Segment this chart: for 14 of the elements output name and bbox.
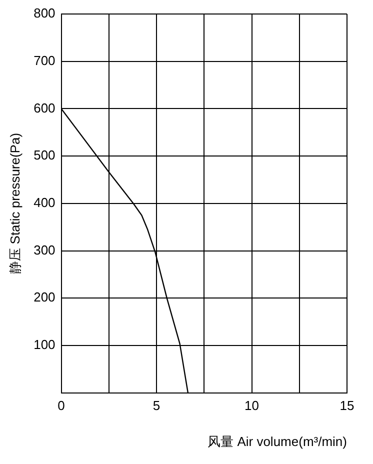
x-tick-label: 10 xyxy=(244,398,259,414)
x-axis-title: 风量 Air volume(m³/min) xyxy=(208,434,347,449)
x-tick-label: 5 xyxy=(152,398,160,414)
y-tick-label: 300 xyxy=(34,242,56,258)
y-tick-label: 100 xyxy=(34,337,56,352)
y-tick-label: 400 xyxy=(34,194,56,210)
y-tick-label: 200 xyxy=(34,290,56,305)
y-tick-label: 600 xyxy=(34,100,56,116)
x-tick-label: 15 xyxy=(340,398,354,414)
x-tick-label: 0 xyxy=(58,398,65,414)
y-tick-label: 800 xyxy=(34,6,56,21)
y-tick-label: 500 xyxy=(34,148,56,163)
y-axis-title: 静压 Static pressure(Pa) xyxy=(7,132,22,274)
y-tick-label: 700 xyxy=(34,52,56,68)
